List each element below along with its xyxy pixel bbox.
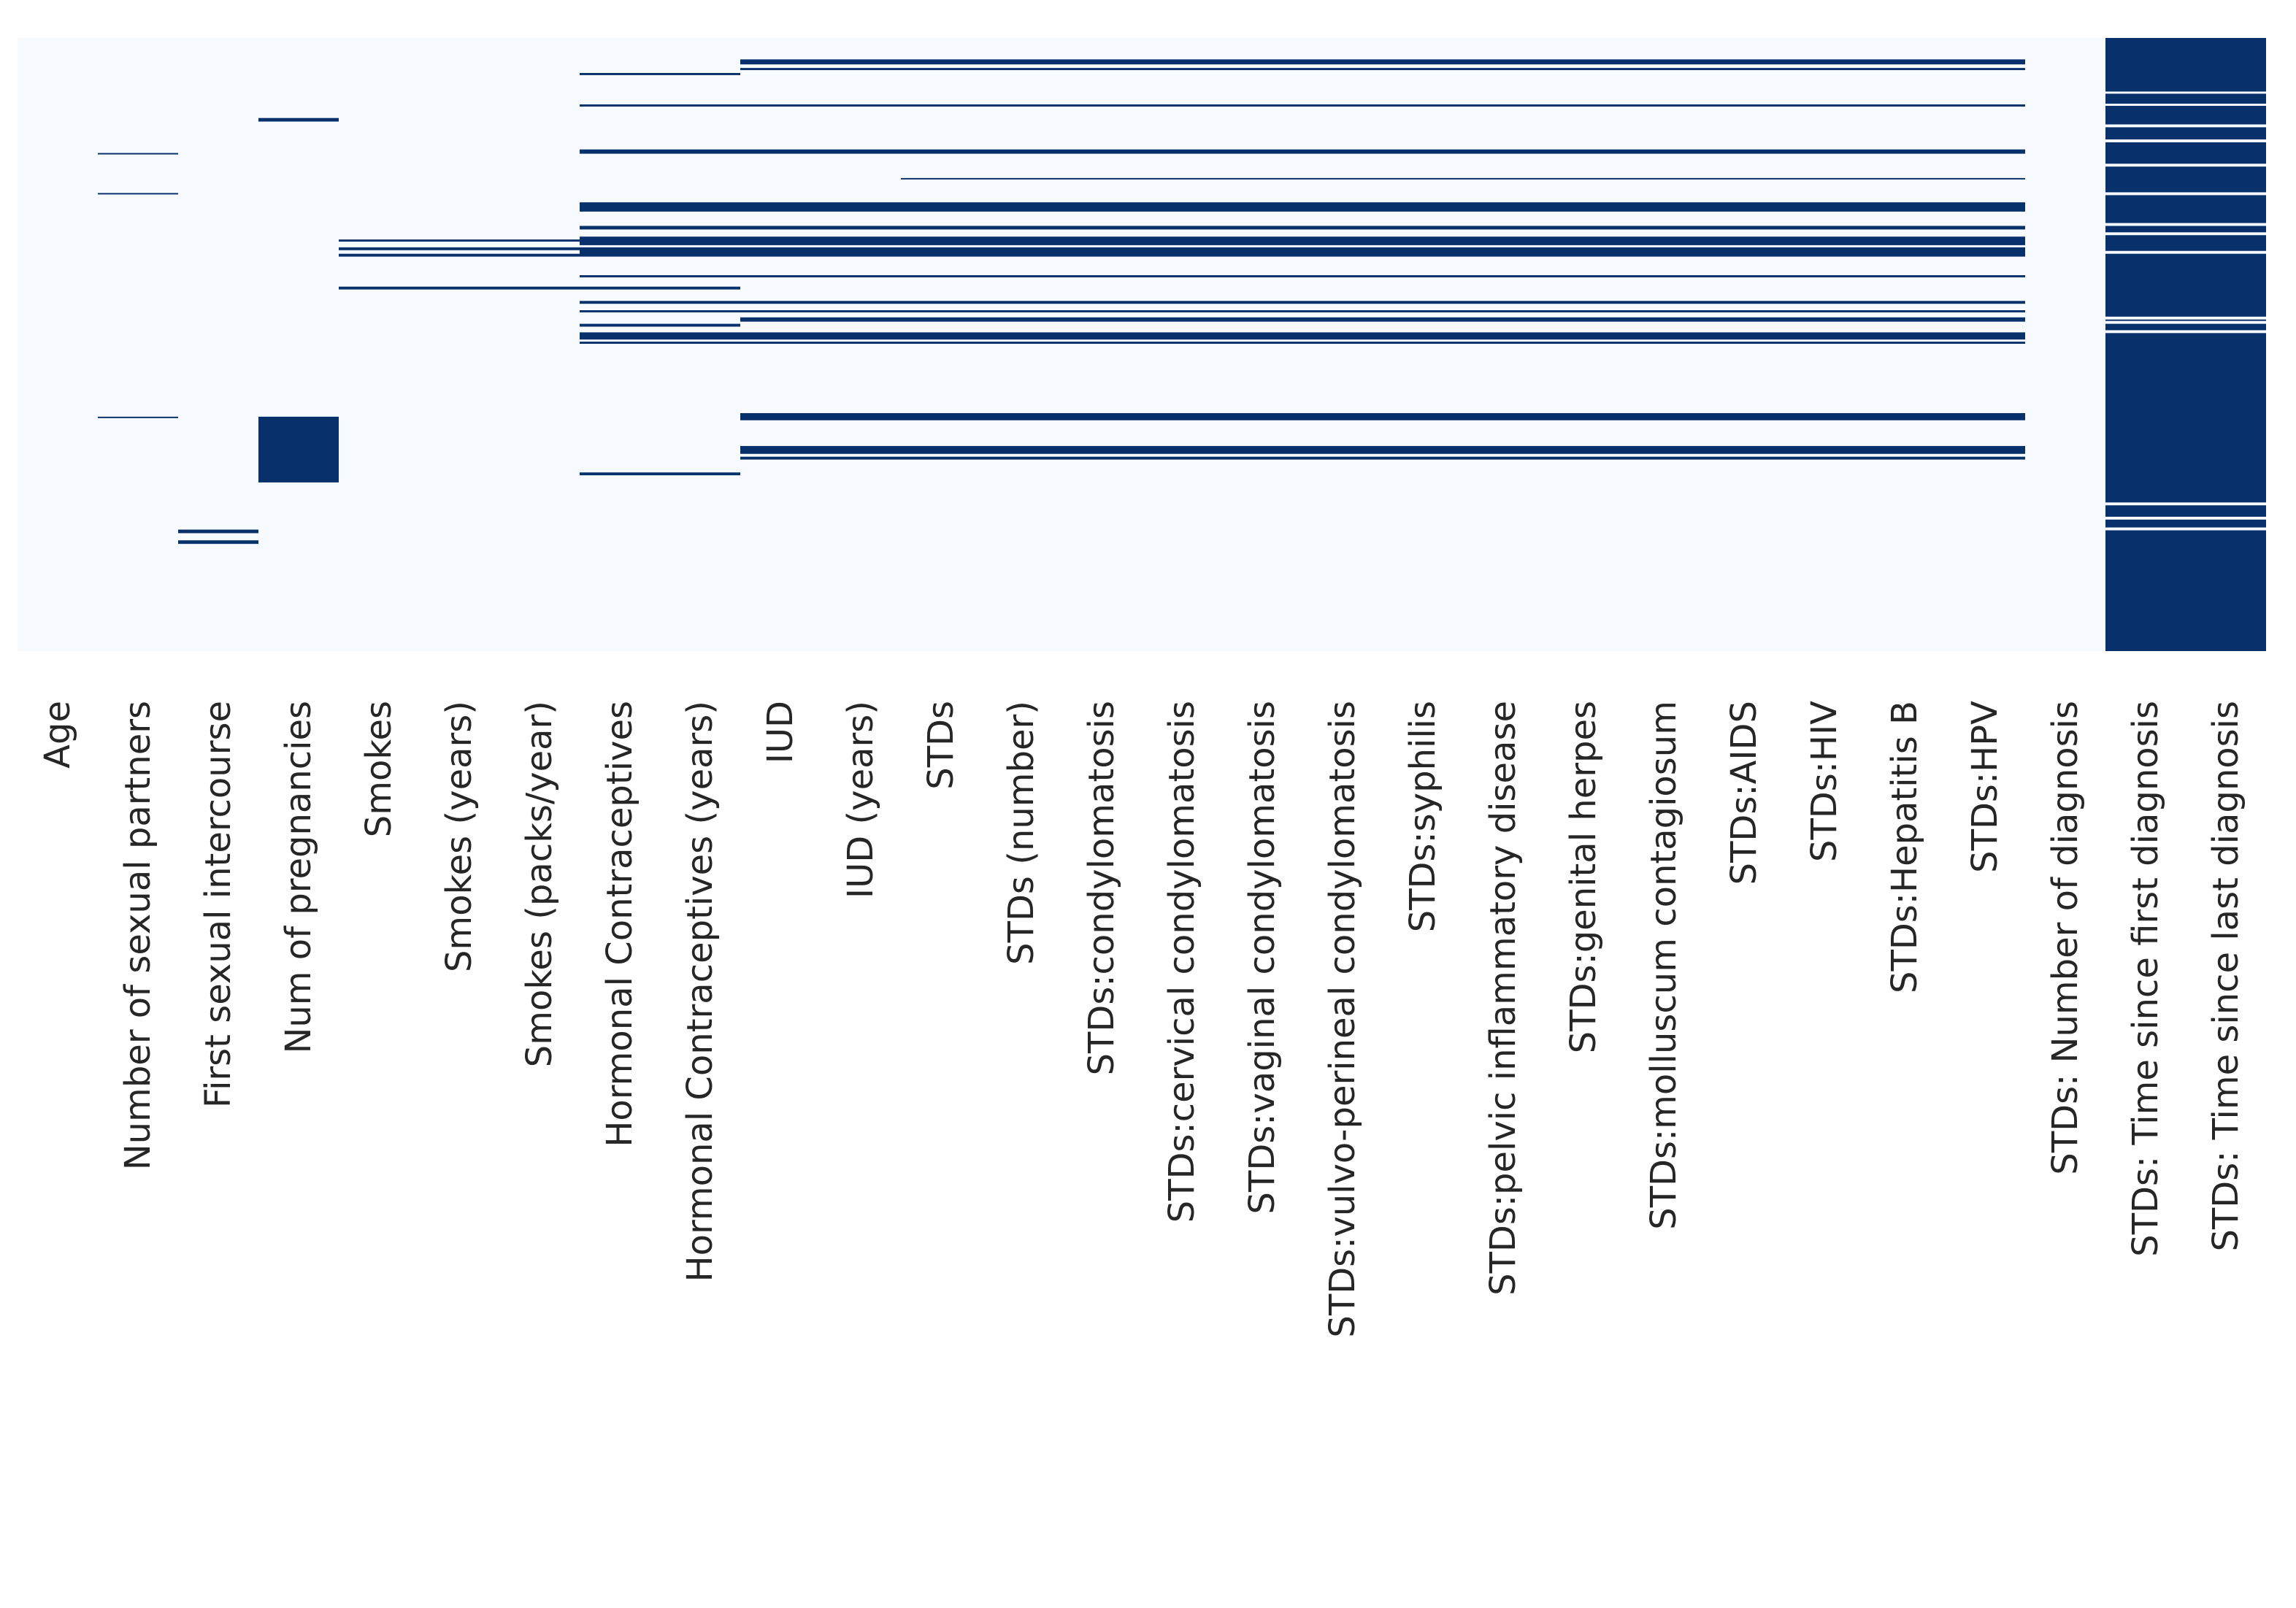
- x-tick-label: STDs: Number of diagnosis: [2045, 701, 2086, 1175]
- missing-cell: [580, 72, 740, 75]
- missing-cell: [740, 68, 2025, 71]
- x-tick-label: STDs:HIV: [1804, 701, 1845, 862]
- missing-cell: [178, 540, 258, 545]
- missing-cell: [740, 412, 2025, 420]
- missing-cell: [580, 226, 740, 230]
- missing-cell: [580, 149, 740, 154]
- missing-cell: [339, 239, 580, 242]
- missing-cell: [98, 193, 178, 195]
- x-tick-label: Num of pregnancies: [278, 701, 319, 1054]
- missing-cell: [580, 236, 740, 245]
- x-tick-label: STDs: Time since first diagnosis: [2125, 701, 2166, 1257]
- x-tick-labels: Age Number of sexual partners First sexual…: [37, 701, 2246, 1338]
- missing-cell: [740, 59, 2025, 65]
- x-tick-label: STDs: Time since last diagnosis: [2205, 701, 2246, 1252]
- missing-cell: [580, 323, 740, 327]
- x-tick-label: STDs (number): [1001, 701, 1042, 965]
- missing-cell: [580, 332, 740, 340]
- missing-cell: [258, 118, 339, 122]
- x-tick-label: Smokes: [358, 701, 399, 837]
- present-cell: [2105, 250, 2266, 254]
- heatmap-background: [18, 38, 2266, 651]
- missing-cell: [580, 247, 740, 257]
- missing-cell: [740, 202, 2025, 212]
- x-tick-label: Smokes (packs/year): [519, 701, 560, 1067]
- missing-cell: [740, 301, 2025, 304]
- missing-cell: [740, 317, 2025, 322]
- x-tick-label: Age: [37, 701, 78, 769]
- present-cell: [2105, 124, 2266, 128]
- present-cell: [2105, 320, 2266, 324]
- missing-cell: [740, 310, 2025, 312]
- x-tick-label: IUD: [760, 701, 801, 763]
- present-cell: [2105, 164, 2266, 167]
- missing-cell: [98, 153, 178, 155]
- missing-cell: [178, 529, 258, 534]
- missing-cell: [740, 446, 2025, 454]
- x-tick-label: STDs: [921, 701, 961, 790]
- present-cell: [2105, 223, 2266, 226]
- x-tick-label: IUD (years): [840, 701, 881, 899]
- missing-cell: [580, 202, 740, 212]
- present-cell: [2105, 192, 2266, 196]
- x-tick-label: STDs:vulvo-perineal condylomatosis: [1322, 701, 1363, 1338]
- missing-cell: [580, 286, 740, 290]
- missing-cell: [740, 236, 2025, 245]
- present-cell: [2105, 232, 2266, 236]
- missing-cell: [258, 416, 339, 482]
- x-tick-label: Hormonal Contraceptives: [599, 701, 640, 1147]
- x-tick-label: STDs:condylomatosis: [1081, 701, 1122, 1075]
- x-tick-label: STDs:molluscum contagiosum: [1643, 701, 1684, 1230]
- missing-cell: [580, 275, 740, 277]
- missing-cell: [339, 253, 580, 257]
- missing-cell: [740, 149, 2025, 154]
- x-tick-label: STDs:cervical condylomatosis: [1162, 701, 1202, 1223]
- missing-cell: [740, 456, 2025, 460]
- missing-cell: [580, 301, 740, 304]
- missing-cell: [740, 247, 2025, 257]
- missing-cell: [740, 332, 2025, 340]
- x-tick-label: Smokes (years): [439, 701, 480, 972]
- present-cell: [2105, 316, 2266, 320]
- present-cell: [2105, 527, 2266, 531]
- missing-cell: [580, 310, 740, 312]
- present-cell: [2105, 330, 2266, 334]
- x-tick-label: STDs:pelvic inflammatory disease: [1483, 701, 1524, 1296]
- missing-cell: [740, 275, 2025, 277]
- present-cell: [2105, 516, 2266, 520]
- present-cell: [2105, 91, 2266, 94]
- x-tick-label: STDs:syphilis: [1402, 701, 1443, 932]
- missing-cell: [740, 226, 2025, 230]
- heatmap-cells: [98, 38, 2266, 651]
- missing-cell: [339, 286, 580, 290]
- missing-cell: [2105, 38, 2266, 651]
- missing-cell: [740, 104, 2025, 107]
- x-tick-label: STDs:Hepatitis B: [1884, 701, 1925, 993]
- x-tick-label: First sexual intercourse: [198, 701, 239, 1108]
- present-cell: [2105, 502, 2266, 506]
- missing-cell: [580, 104, 740, 107]
- x-tick-label: STDs:AIDS: [1724, 701, 1765, 885]
- missing-cell: [98, 416, 178, 418]
- missing-cell: [580, 472, 740, 476]
- x-tick-label: STDs:HPV: [1965, 701, 2005, 873]
- x-tick-label: STDs:genital herpes: [1563, 701, 1604, 1053]
- missing-cell: [339, 247, 580, 250]
- x-tick-label: Hormonal Contraceptives (years): [680, 701, 721, 1282]
- x-tick-label: Number of sexual partners: [118, 701, 158, 1170]
- missing-cell: [740, 342, 2025, 345]
- present-cell: [2105, 139, 2266, 142]
- present-cell: [2105, 104, 2266, 107]
- missing-cell: [580, 342, 740, 345]
- missing-cell: [901, 177, 2025, 180]
- x-tick-label: STDs:vaginal condylomatosis: [1242, 701, 1283, 1214]
